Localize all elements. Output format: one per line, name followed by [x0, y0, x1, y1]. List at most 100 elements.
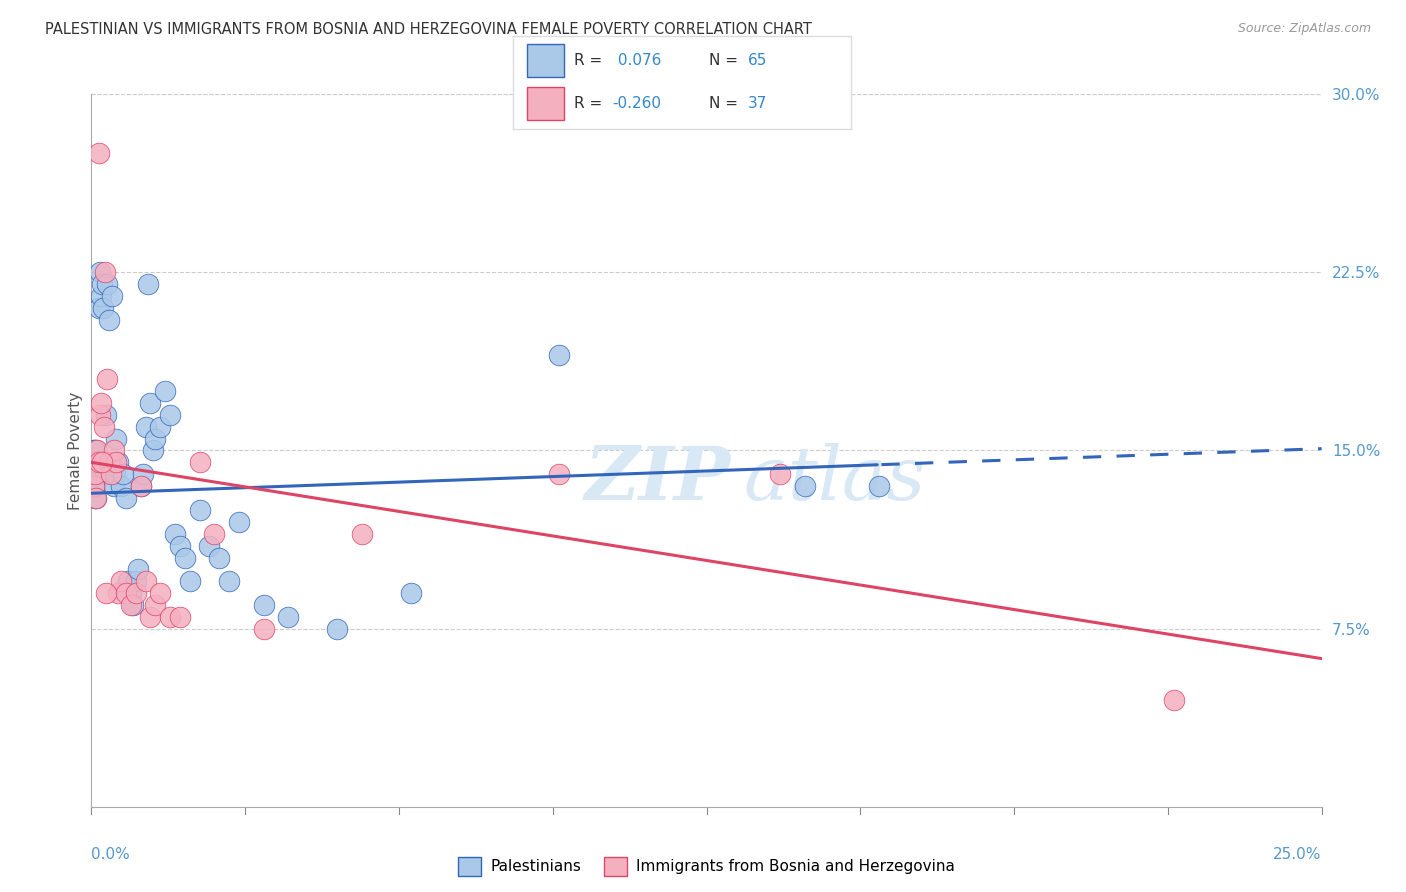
Point — [112, 467, 135, 482]
Point — [136, 277, 159, 291]
Point — [89, 265, 111, 279]
Point — [548, 348, 571, 362]
Point — [142, 443, 165, 458]
Point — [93, 419, 115, 434]
Point — [548, 467, 571, 482]
Point — [83, 467, 105, 482]
Text: ZIP: ZIP — [585, 442, 731, 516]
Point — [135, 574, 157, 589]
Point — [86, 455, 108, 469]
Point — [97, 455, 120, 469]
Text: 25.0%: 25.0% — [1274, 847, 1322, 862]
Text: 65: 65 — [748, 53, 768, 68]
Point — [135, 419, 157, 434]
Text: Source: ZipAtlas.com: Source: ZipAtlas.com — [1237, 22, 1371, 36]
Point — [86, 443, 108, 458]
Text: N =: N = — [709, 95, 742, 111]
Point — [103, 479, 125, 493]
Point — [105, 455, 127, 469]
Point — [163, 526, 186, 541]
Point — [159, 610, 181, 624]
Point — [228, 515, 250, 529]
Point — [277, 610, 299, 624]
Point — [82, 479, 104, 493]
Point — [82, 455, 104, 469]
Point — [145, 598, 166, 612]
Point — [90, 396, 112, 410]
Point — [104, 467, 127, 482]
Text: R =: R = — [574, 95, 607, 111]
Bar — [527, 44, 564, 77]
Point — [174, 550, 197, 565]
Point — [326, 622, 349, 636]
Point — [82, 467, 104, 482]
Point — [94, 467, 117, 482]
Y-axis label: Female Poverty: Female Poverty — [67, 392, 83, 509]
Point — [129, 479, 152, 493]
Text: PALESTINIAN VS IMMIGRANTS FROM BOSNIA AND HERZEGOVINA FEMALE POVERTY CORRELATION: PALESTINIAN VS IMMIGRANTS FROM BOSNIA AN… — [45, 22, 811, 37]
Point — [1163, 693, 1185, 707]
Point — [198, 539, 221, 553]
Point — [101, 289, 124, 303]
Point — [218, 574, 240, 589]
Text: atlas: atlas — [744, 442, 925, 516]
Point — [89, 301, 111, 315]
Text: 0.076: 0.076 — [613, 53, 661, 68]
Point — [107, 455, 129, 469]
Point — [124, 586, 148, 600]
Point — [100, 467, 122, 482]
Point — [110, 479, 132, 493]
Point — [87, 455, 110, 469]
Point — [84, 491, 107, 505]
Point — [83, 467, 105, 482]
Point — [91, 455, 114, 469]
Point — [352, 526, 374, 541]
Point — [100, 467, 122, 482]
Point — [93, 455, 115, 469]
Text: R =: R = — [574, 53, 607, 68]
Point — [103, 443, 125, 458]
Text: 37: 37 — [748, 95, 768, 111]
Point — [124, 574, 148, 589]
Point — [202, 526, 225, 541]
Point — [139, 396, 162, 410]
Point — [83, 479, 105, 493]
Bar — [527, 87, 564, 120]
Point — [145, 432, 166, 446]
Point — [117, 574, 139, 589]
Point — [87, 467, 110, 482]
Point — [153, 384, 177, 398]
Point — [82, 455, 104, 469]
Text: -0.260: -0.260 — [613, 95, 662, 111]
Point — [114, 491, 138, 505]
Point — [91, 277, 114, 291]
Point — [120, 586, 142, 600]
Point — [253, 598, 276, 612]
Point — [769, 467, 792, 482]
Point — [94, 265, 117, 279]
Point — [149, 419, 172, 434]
Point — [84, 491, 107, 505]
Point — [84, 467, 107, 482]
Point — [793, 479, 815, 493]
Point — [139, 610, 162, 624]
Point — [107, 586, 129, 600]
Point — [169, 610, 191, 624]
Point — [188, 503, 211, 517]
Point — [105, 432, 127, 446]
Point — [89, 408, 111, 422]
Legend: Palestinians, Immigrants from Bosnia and Herzegovina: Palestinians, Immigrants from Bosnia and… — [451, 851, 962, 881]
Point — [83, 491, 105, 505]
Point — [120, 598, 142, 612]
Point — [91, 301, 114, 315]
Point — [132, 467, 155, 482]
Point — [129, 479, 152, 493]
Point — [208, 550, 231, 565]
Point — [122, 598, 145, 612]
Point — [110, 574, 132, 589]
Text: N =: N = — [709, 53, 742, 68]
Point — [188, 455, 211, 469]
Point — [96, 277, 118, 291]
Point — [399, 586, 422, 600]
Point — [96, 372, 118, 386]
